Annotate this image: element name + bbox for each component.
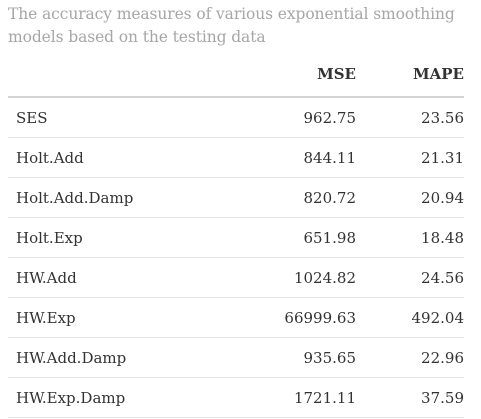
cell-mse: 66999.63: [252, 297, 356, 338]
table-row: HW.Exp 66999.63 492.04: [8, 297, 464, 338]
table-row: Holt.Add.Damp 820.72 20.94: [8, 177, 464, 218]
table-row: Holt.Add 844.11 21.31: [8, 137, 464, 178]
cell-model: HW.Exp.Damp: [8, 377, 252, 418]
cell-mape: 20.94: [356, 177, 464, 218]
cell-model: SES: [8, 97, 252, 138]
cell-model: Holt.Exp: [8, 217, 252, 258]
cell-mse: 1024.82: [252, 257, 356, 298]
cell-mse: 651.98: [252, 217, 356, 258]
header-mse: MSE: [252, 63, 356, 98]
cell-model: HW.Exp: [8, 297, 252, 338]
cell-mse: 935.65: [252, 337, 356, 378]
table-row: HW.Add.Damp 935.65 22.96: [8, 337, 464, 378]
accuracy-table: MSE MAPE SES 962.75 23.56 Holt.Add 844.1…: [8, 63, 464, 418]
cell-mse: 1721.11: [252, 377, 356, 418]
cell-mse: 820.72: [252, 177, 356, 218]
header-mape: MAPE: [356, 63, 464, 98]
table-header-row: MSE MAPE: [8, 63, 464, 98]
table-caption: The accuracy measures of various exponen…: [8, 5, 455, 46]
cell-mape: 24.56: [356, 257, 464, 298]
cell-mse: 962.75: [252, 97, 356, 138]
cell-mape: 22.96: [356, 337, 464, 378]
cell-model: Holt.Add: [8, 137, 252, 178]
cell-mape: 37.59: [356, 377, 464, 418]
cell-mape: 23.56: [356, 97, 464, 138]
cell-model: Holt.Add.Damp: [8, 177, 252, 218]
table-row: Holt.Exp 651.98 18.48: [8, 217, 464, 258]
table-row: SES 962.75 23.56: [8, 97, 464, 138]
cell-mse: 844.11: [252, 137, 356, 178]
cell-model: HW.Add: [8, 257, 252, 298]
table-row: HW.Add 1024.82 24.56: [8, 257, 464, 298]
cell-mape: 492.04: [356, 297, 464, 338]
cell-mape: 18.48: [356, 217, 464, 258]
table-row: HW.Exp.Damp 1721.11 37.59: [8, 377, 464, 418]
cell-mape: 21.31: [356, 137, 464, 178]
header-model: [8, 63, 252, 98]
cell-model: HW.Add.Damp: [8, 337, 252, 378]
